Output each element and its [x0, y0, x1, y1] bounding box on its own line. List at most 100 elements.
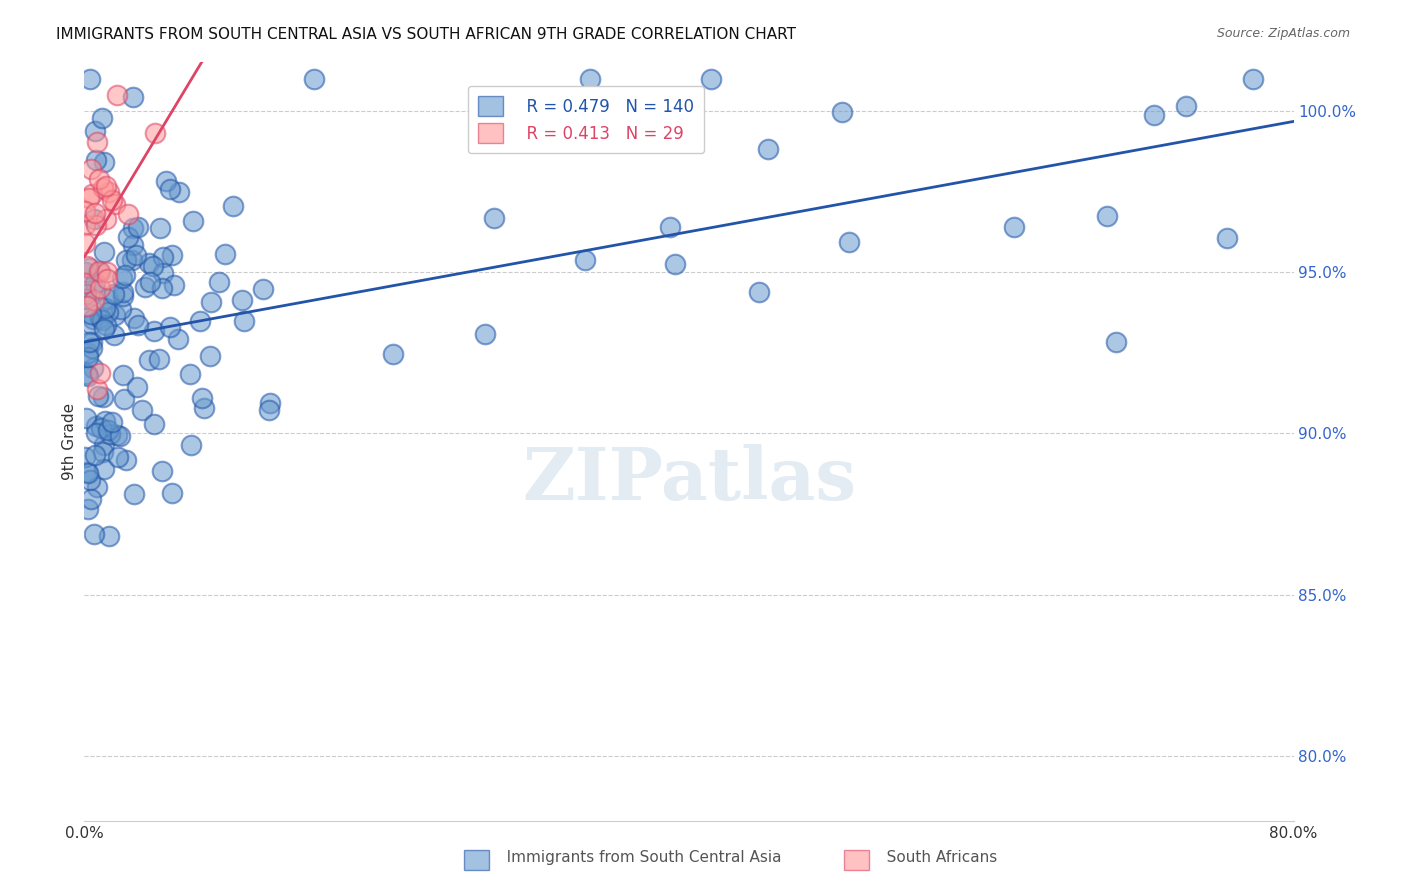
Point — [94, 212, 117, 227]
Point — [83, 212, 105, 227]
Point — [93, 438, 115, 452]
Point — [82, 360, 104, 375]
Point — [83, 526, 105, 541]
Point — [75, 265, 97, 279]
Point — [474, 326, 496, 341]
Point — [200, 294, 222, 309]
Point — [127, 318, 149, 332]
Point — [101, 415, 124, 429]
Point — [579, 71, 602, 86]
Y-axis label: 9th Grade: 9th Grade — [62, 403, 77, 480]
Point — [77, 191, 100, 205]
Point — [76, 299, 98, 313]
Point — [82, 341, 104, 355]
Point — [75, 277, 97, 291]
Point — [114, 253, 136, 268]
Point — [75, 410, 97, 425]
Text: Immigrants from South Central Asia: Immigrants from South Central Asia — [492, 850, 782, 865]
Point — [1095, 209, 1118, 223]
Point — [96, 272, 118, 286]
Point — [97, 185, 120, 199]
Point — [160, 248, 183, 262]
Point — [1216, 230, 1239, 244]
Point — [127, 379, 149, 393]
Point — [77, 350, 100, 364]
Point — [231, 293, 253, 308]
Point — [756, 142, 779, 156]
Point — [166, 332, 188, 346]
Point — [86, 135, 108, 149]
Point — [91, 111, 114, 125]
Point — [122, 311, 145, 326]
Point — [160, 485, 183, 500]
Point — [125, 248, 148, 262]
Point — [104, 308, 127, 322]
Point — [111, 368, 134, 382]
Point — [105, 428, 128, 442]
Point — [98, 529, 121, 543]
Point — [148, 351, 170, 366]
Text: Source: ZipAtlas.com: Source: ZipAtlas.com — [1216, 27, 1350, 40]
Point — [75, 235, 97, 250]
Point — [77, 261, 100, 276]
Point — [482, 211, 505, 225]
Text: ZIPatlas: ZIPatlas — [522, 444, 856, 515]
Point — [302, 71, 325, 86]
Point — [150, 464, 173, 478]
Point — [259, 396, 281, 410]
Point — [117, 230, 139, 244]
Point — [76, 259, 98, 273]
Point — [700, 71, 723, 86]
Point — [222, 199, 245, 213]
Point — [139, 275, 162, 289]
Point — [90, 421, 112, 435]
Point — [97, 423, 120, 437]
Point — [103, 327, 125, 342]
Point — [76, 465, 98, 479]
Point — [110, 301, 132, 316]
Point — [574, 253, 596, 268]
Point — [77, 334, 100, 349]
Point — [179, 367, 201, 381]
Point — [191, 391, 214, 405]
Point — [86, 382, 108, 396]
Point — [142, 417, 165, 432]
Point — [114, 268, 136, 282]
Point — [142, 259, 165, 273]
Point — [155, 173, 177, 187]
Point — [214, 247, 236, 261]
Point — [103, 286, 125, 301]
Point — [87, 172, 110, 186]
Point — [110, 429, 132, 443]
Point — [76, 467, 98, 481]
Point — [86, 480, 108, 494]
Point — [676, 136, 699, 150]
Point — [75, 286, 97, 301]
Point — [94, 318, 117, 332]
Point — [181, 213, 204, 227]
Point — [84, 277, 107, 291]
Point — [159, 182, 181, 196]
Point — [257, 402, 280, 417]
Point — [82, 312, 104, 326]
Point — [80, 161, 103, 176]
Point — [1174, 98, 1197, 112]
Point — [149, 221, 172, 235]
Point — [80, 318, 103, 332]
Point — [80, 492, 103, 507]
Point — [93, 322, 115, 336]
Point — [138, 256, 160, 270]
Point — [115, 453, 138, 467]
Point — [152, 266, 174, 280]
Point — [93, 245, 115, 260]
Point — [94, 414, 117, 428]
Point — [152, 250, 174, 264]
Point — [97, 292, 120, 306]
Point — [143, 324, 166, 338]
Point — [77, 502, 100, 516]
Point — [127, 220, 149, 235]
Point — [131, 402, 153, 417]
Point — [188, 314, 211, 328]
Point — [117, 206, 139, 220]
Point — [89, 366, 111, 380]
